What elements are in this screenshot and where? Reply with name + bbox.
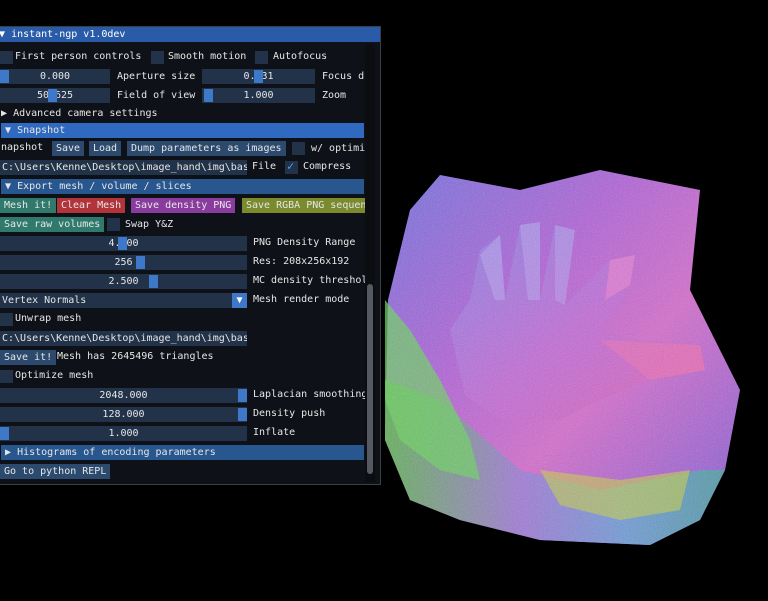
mesh-it-button[interactable]: Mesh it! [0,198,57,213]
triangle-down-icon: ▼ [5,125,12,136]
save-raw-volumes-button[interactable]: Save raw volumes [0,217,105,232]
autofocus-checkbox[interactable] [255,51,268,64]
triangle-right-icon: ▶ [1,108,8,119]
file-label: File [252,161,277,172]
settings-panel: ▼ instant-ngp v1.0dev First person contr… [0,26,381,485]
snapshot-label: napshot [1,142,44,153]
panel-scrollbar[interactable] [365,44,375,482]
snapshot-path-input[interactable]: C:\Users\Kenne\Desktop\image_hand\img\ba… [0,160,247,175]
mc-threshold-label: MC density threshol [253,275,368,286]
save-density-png-button[interactable]: Save density PNG [131,198,236,213]
w-optimizer-checkbox[interactable] [292,142,305,155]
render-mode-combo[interactable]: Vertex Normals ▼ [0,293,247,308]
focus-slider[interactable]: 0.031 [202,69,315,84]
optimize-mesh-checkbox[interactable] [0,370,13,383]
fov-label: Field of view [117,90,196,101]
inflate-label: Inflate [253,427,296,438]
save-mesh-button[interactable]: Save it! [0,350,57,365]
triangle-down-icon: ▼ [5,181,12,192]
compress-checkbox[interactable] [285,159,298,174]
unwrap-mesh-checkbox[interactable] [0,313,13,326]
swap-yz-checkbox[interactable] [107,218,120,231]
triangle-right-icon: ▶ [5,447,12,458]
zoom-slider[interactable]: 1.000 [202,88,315,103]
save-rgba-button[interactable]: Save RGBA PNG sequen [242,198,365,213]
w-optimizer-label: w/ optimi [311,143,366,154]
snapshot-header[interactable]: ▼ Snapshot [1,123,364,138]
render-mode-label: Mesh render mode [253,294,350,305]
export-header[interactable]: ▼ Export mesh / volume / slices [1,179,364,194]
zoom-label: Zoom [322,90,347,101]
laplacian-label: Laplacian smoothing [253,389,368,400]
aperture-slider[interactable]: 0.000 [0,69,110,84]
compress-label: Compress [303,161,352,172]
laplacian-slider[interactable]: 2048.000 [0,388,247,403]
mesh-path-input[interactable]: C:\Users\Kenne\Desktop\image_hand\img\ba… [0,331,247,346]
swap-yz-label: Swap Y&Z [125,219,174,230]
fov-slider[interactable]: 50.625 [0,88,110,103]
scrollbar-thumb[interactable] [367,284,373,474]
png-range-label: PNG Density Range [253,237,356,248]
first-person-checkbox[interactable] [0,51,13,64]
unwrap-mesh-label: Unwrap mesh [15,313,82,324]
clear-mesh-button[interactable]: Clear Mesh [57,198,126,213]
first-person-label: First person controls [15,51,142,62]
density-push-label: Density push [253,408,326,419]
chevron-down-icon[interactable]: ▼ [232,293,247,308]
window-title: instant-ngp v1.0dev [11,29,126,40]
histograms-header[interactable]: ▶ Histograms of encoding parameters [1,445,364,460]
window-titlebar[interactable]: ▼ instant-ngp v1.0dev [0,27,380,42]
smooth-motion-label: Smooth motion [168,51,247,62]
snapshot-save-button[interactable]: Save [52,141,85,156]
snapshot-load-button[interactable]: Load [89,141,122,156]
autofocus-label: Autofocus [273,51,328,62]
focus-label: Focus d [322,71,365,82]
resolution-slider[interactable]: 256 [0,255,247,270]
python-repl-button[interactable]: Go to python REPL [0,464,111,479]
collapse-icon[interactable]: ▼ [0,29,5,40]
resolution-label: Res: 208x256x192 [253,256,350,267]
mesh-info-text: Mesh has 2645496 triangles [57,351,214,362]
dump-parameters-button[interactable]: Dump parameters as images [127,141,286,156]
optimize-mesh-label: Optimize mesh [15,370,94,381]
density-push-slider[interactable]: 128.000 [0,407,247,422]
mesh-render [385,170,740,545]
mc-threshold-slider[interactable]: 2.500 [0,274,247,289]
png-range-slider[interactable]: 4.000 [0,236,247,251]
smooth-motion-checkbox[interactable] [151,51,164,64]
aperture-label: Aperture size [117,71,196,82]
advanced-camera-node[interactable]: ▶ Advanced camera settings [1,108,158,119]
inflate-slider[interactable]: 1.000 [0,426,247,441]
